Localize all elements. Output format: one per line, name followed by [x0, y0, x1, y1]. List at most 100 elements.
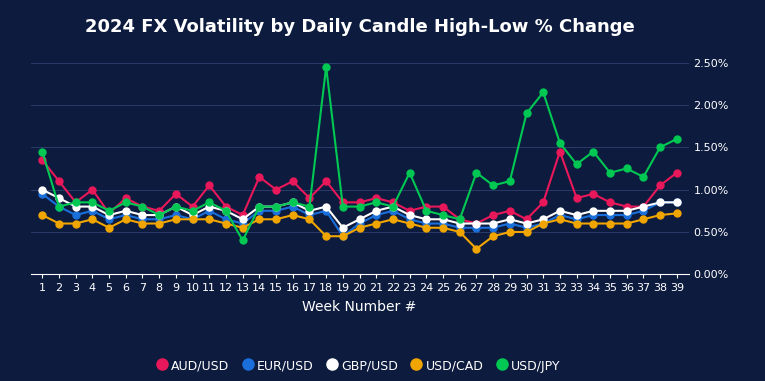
EUR/USD — [539, 221, 548, 226]
GBP/USD — [238, 217, 247, 222]
USD/CAD — [171, 217, 181, 222]
USD/CAD — [539, 221, 548, 226]
USD/JPY — [372, 200, 381, 205]
AUD/USD — [205, 183, 214, 188]
GBP/USD — [505, 217, 514, 222]
USD/CAD — [238, 226, 247, 230]
USD/JPY — [54, 204, 63, 209]
EUR/USD — [672, 200, 682, 205]
AUD/USD — [121, 196, 130, 200]
USD/JPY — [639, 174, 648, 179]
AUD/USD — [555, 149, 565, 154]
AUD/USD — [155, 208, 164, 213]
AUD/USD — [389, 200, 398, 205]
AUD/USD — [105, 211, 114, 216]
GBP/USD — [54, 196, 63, 200]
EUR/USD — [472, 226, 481, 230]
USD/CAD — [438, 226, 448, 230]
USD/JPY — [605, 170, 614, 175]
EUR/USD — [455, 226, 464, 230]
Line: EUR/USD: EUR/USD — [39, 190, 680, 240]
AUD/USD — [321, 179, 330, 184]
EUR/USD — [522, 226, 531, 230]
GBP/USD — [455, 221, 464, 226]
AUD/USD — [305, 196, 314, 200]
AUD/USD — [221, 204, 230, 209]
EUR/USD — [555, 213, 565, 217]
USD/CAD — [155, 221, 164, 226]
Title: 2024 FX Volatility by Daily Candle High-Low % Change: 2024 FX Volatility by Daily Candle High-… — [85, 18, 634, 36]
AUD/USD — [37, 158, 47, 162]
GBP/USD — [105, 213, 114, 217]
AUD/USD — [171, 192, 181, 196]
EUR/USD — [171, 213, 181, 217]
Legend: AUD/USD, EUR/USD, GBP/USD, USD/CAD, USD/JPY: AUD/USD, EUR/USD, GBP/USD, USD/CAD, USD/… — [154, 354, 565, 378]
EUR/USD — [221, 217, 230, 222]
USD/CAD — [288, 213, 298, 217]
USD/CAD — [305, 217, 314, 222]
USD/CAD — [121, 217, 130, 222]
USD/CAD — [321, 234, 330, 239]
USD/CAD — [639, 217, 648, 222]
Line: USD/JPY: USD/JPY — [39, 63, 680, 244]
GBP/USD — [188, 213, 197, 217]
AUD/USD — [539, 200, 548, 205]
USD/JPY — [321, 65, 330, 69]
USD/JPY — [622, 166, 631, 171]
EUR/USD — [288, 204, 298, 209]
EUR/USD — [238, 221, 247, 226]
GBP/USD — [205, 204, 214, 209]
EUR/USD — [656, 200, 665, 205]
AUD/USD — [372, 196, 381, 200]
GBP/USD — [656, 200, 665, 205]
AUD/USD — [656, 183, 665, 188]
USD/CAD — [489, 234, 498, 239]
EUR/USD — [622, 213, 631, 217]
AUD/USD — [422, 204, 431, 209]
USD/CAD — [272, 217, 281, 222]
USD/JPY — [572, 162, 581, 166]
EUR/USD — [605, 213, 614, 217]
EUR/USD — [389, 208, 398, 213]
USD/JPY — [188, 208, 197, 213]
USD/CAD — [105, 226, 114, 230]
USD/CAD — [372, 221, 381, 226]
GBP/USD — [572, 213, 581, 217]
AUD/USD — [88, 187, 97, 192]
USD/JPY — [255, 204, 264, 209]
Line: AUD/USD: AUD/USD — [39, 148, 680, 227]
AUD/USD — [255, 174, 264, 179]
USD/JPY — [589, 149, 598, 154]
AUD/USD — [489, 213, 498, 217]
GBP/USD — [71, 204, 80, 209]
EUR/USD — [489, 226, 498, 230]
EUR/USD — [105, 217, 114, 222]
USD/CAD — [472, 247, 481, 251]
AUD/USD — [71, 200, 80, 205]
GBP/USD — [338, 226, 347, 230]
EUR/USD — [121, 213, 130, 217]
USD/CAD — [37, 213, 47, 217]
GBP/USD — [37, 187, 47, 192]
GBP/USD — [555, 208, 565, 213]
USD/JPY — [522, 111, 531, 116]
GBP/USD — [605, 208, 614, 213]
EUR/USD — [205, 208, 214, 213]
GBP/USD — [305, 208, 314, 213]
EUR/USD — [355, 221, 364, 226]
EUR/USD — [405, 217, 414, 222]
GBP/USD — [321, 204, 330, 209]
USD/JPY — [171, 204, 181, 209]
EUR/USD — [155, 217, 164, 222]
USD/CAD — [656, 213, 665, 217]
USD/CAD — [555, 217, 565, 222]
EUR/USD — [188, 217, 197, 222]
USD/JPY — [305, 204, 314, 209]
USD/JPY — [389, 204, 398, 209]
GBP/USD — [255, 204, 264, 209]
USD/JPY — [405, 170, 414, 175]
EUR/USD — [255, 208, 264, 213]
GBP/USD — [522, 221, 531, 226]
USD/CAD — [205, 217, 214, 222]
AUD/USD — [455, 217, 464, 222]
